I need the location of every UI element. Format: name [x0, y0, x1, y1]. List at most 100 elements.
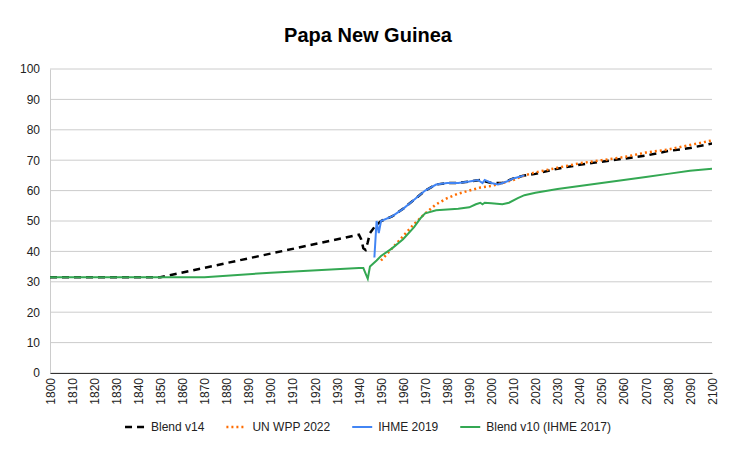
x-tick: 2100 [706, 373, 720, 405]
x-tick-label: 2010 [507, 378, 521, 405]
x-tick-label: 1930 [331, 378, 345, 405]
x-axis: 1800 1810 1820 1830 1840 1850 1860 1870 1880 1890… [44, 373, 720, 405]
x-tick: 1980 [441, 373, 455, 405]
x-tick-label: 2000 [485, 378, 499, 405]
x-tick-label: 1990 [463, 378, 477, 405]
x-tick: 1990 [463, 373, 477, 405]
x-tick-label: 1880 [220, 378, 234, 405]
series-line [50, 169, 712, 279]
legend: Blend v14 UN WPP 2022 IHME 2019 Blend v10 (… [125, 420, 611, 434]
x-tick: 1900 [264, 373, 278, 405]
series-line [381, 140, 712, 260]
legend-label: Blend v10 (IHME 2017) [486, 420, 611, 434]
y-tick: 20 [27, 306, 50, 320]
x-axis-line [51, 373, 713, 374]
legend-swatch [125, 426, 145, 429]
x-tick-label: 2080 [662, 378, 676, 405]
y-tick-label: 80 [27, 123, 41, 137]
x-tick-label: 1810 [66, 378, 80, 405]
x-tick-label: 2040 [573, 378, 587, 405]
legend-swatch [460, 426, 480, 428]
title: Papa New Guinea [284, 24, 453, 46]
grid-line [50, 342, 712, 343]
x-tick: 2030 [551, 373, 565, 405]
legend-label: UN WPP 2022 [252, 420, 330, 434]
x-tick: 1850 [154, 373, 168, 405]
x-tick: 1890 [242, 373, 256, 405]
y-tick: 10 [27, 336, 50, 350]
x-tick: 2010 [507, 373, 521, 405]
y-tick-label: 10 [27, 336, 41, 350]
y-tick: 60 [27, 184, 50, 198]
x-tick: 1880 [220, 373, 234, 405]
legend-item: IHME 2019 [352, 420, 438, 434]
x-tick: 1960 [397, 373, 411, 405]
legend-label: Blend v14 [151, 420, 205, 434]
grid-line [50, 190, 712, 191]
x-tick: 1830 [110, 373, 124, 405]
x-tick-label: 2090 [684, 378, 698, 405]
y-tick: 30 [27, 275, 50, 289]
x-tick: 1920 [309, 373, 323, 405]
x-tick-label: 1970 [419, 378, 433, 405]
y-tick: 100 [20, 62, 50, 76]
x-tick-label: 2100 [706, 378, 720, 405]
grid-line [50, 281, 712, 282]
x-tick: 1910 [286, 373, 300, 405]
chart: Papa New Guinea0102030405060708090100180… [0, 0, 736, 456]
y-tick-label: 100 [20, 62, 40, 76]
x-tick: 1840 [132, 373, 146, 405]
plot-area [50, 140, 712, 278]
x-tick: 1870 [198, 373, 212, 405]
x-tick: 2040 [573, 373, 587, 405]
grid-line [50, 251, 712, 252]
x-tick: 1860 [176, 373, 190, 405]
x-tick-label: 1920 [309, 378, 323, 405]
x-tick-label: 1910 [286, 378, 300, 405]
y-tick: 40 [27, 245, 50, 259]
x-tick-label: 1900 [264, 378, 278, 405]
legend-item: Blend v14 [125, 420, 205, 434]
x-tick-label: 1890 [242, 378, 256, 405]
x-tick: 2020 [529, 373, 543, 405]
x-tick: 1820 [88, 373, 102, 405]
x-tick-label: 2060 [617, 378, 631, 405]
x-tick: 1970 [419, 373, 433, 405]
x-tick: 2090 [684, 373, 698, 405]
x-tick: 1930 [331, 373, 345, 405]
x-tick-label: 1830 [110, 378, 124, 405]
x-tick-label: 2050 [595, 378, 609, 405]
legend-swatch [352, 426, 372, 428]
x-tick-label: 1850 [154, 378, 168, 405]
grid-line [50, 373, 712, 374]
x-tick-label: 1840 [132, 378, 146, 405]
y-tick-label: 20 [27, 306, 41, 320]
x-tick: 2050 [595, 373, 609, 405]
legend-item: Blend v10 (IHME 2017) [460, 420, 611, 434]
x-tick: 2080 [662, 373, 676, 405]
grid-line [50, 160, 712, 161]
y-tick-label: 30 [27, 275, 41, 289]
x-tick: 1950 [375, 373, 389, 405]
x-tick-label: 2070 [640, 378, 654, 405]
x-tick-label: 2020 [529, 378, 543, 405]
y-tick-label: 70 [27, 154, 41, 168]
grid-line [50, 312, 712, 313]
grid [50, 69, 712, 373]
x-tick-label: 2030 [551, 378, 565, 405]
y-tick: 90 [27, 93, 50, 107]
x-tick-label: 1820 [88, 378, 102, 405]
x-tick-label: 1800 [44, 378, 58, 405]
x-tick-label: 1870 [198, 378, 212, 405]
y-axis-line [50, 70, 51, 374]
legend-swatch [226, 426, 246, 429]
x-tick: 2070 [640, 373, 654, 405]
x-tick-label: 1940 [353, 378, 367, 405]
y-tick-label: 0 [33, 366, 40, 380]
grid-line [50, 69, 712, 70]
x-tick: 1810 [66, 373, 80, 405]
y-tick-label: 60 [27, 184, 41, 198]
y-tick: 70 [27, 154, 50, 168]
y-tick: 80 [27, 123, 50, 137]
legend-label: IHME 2019 [378, 420, 438, 434]
